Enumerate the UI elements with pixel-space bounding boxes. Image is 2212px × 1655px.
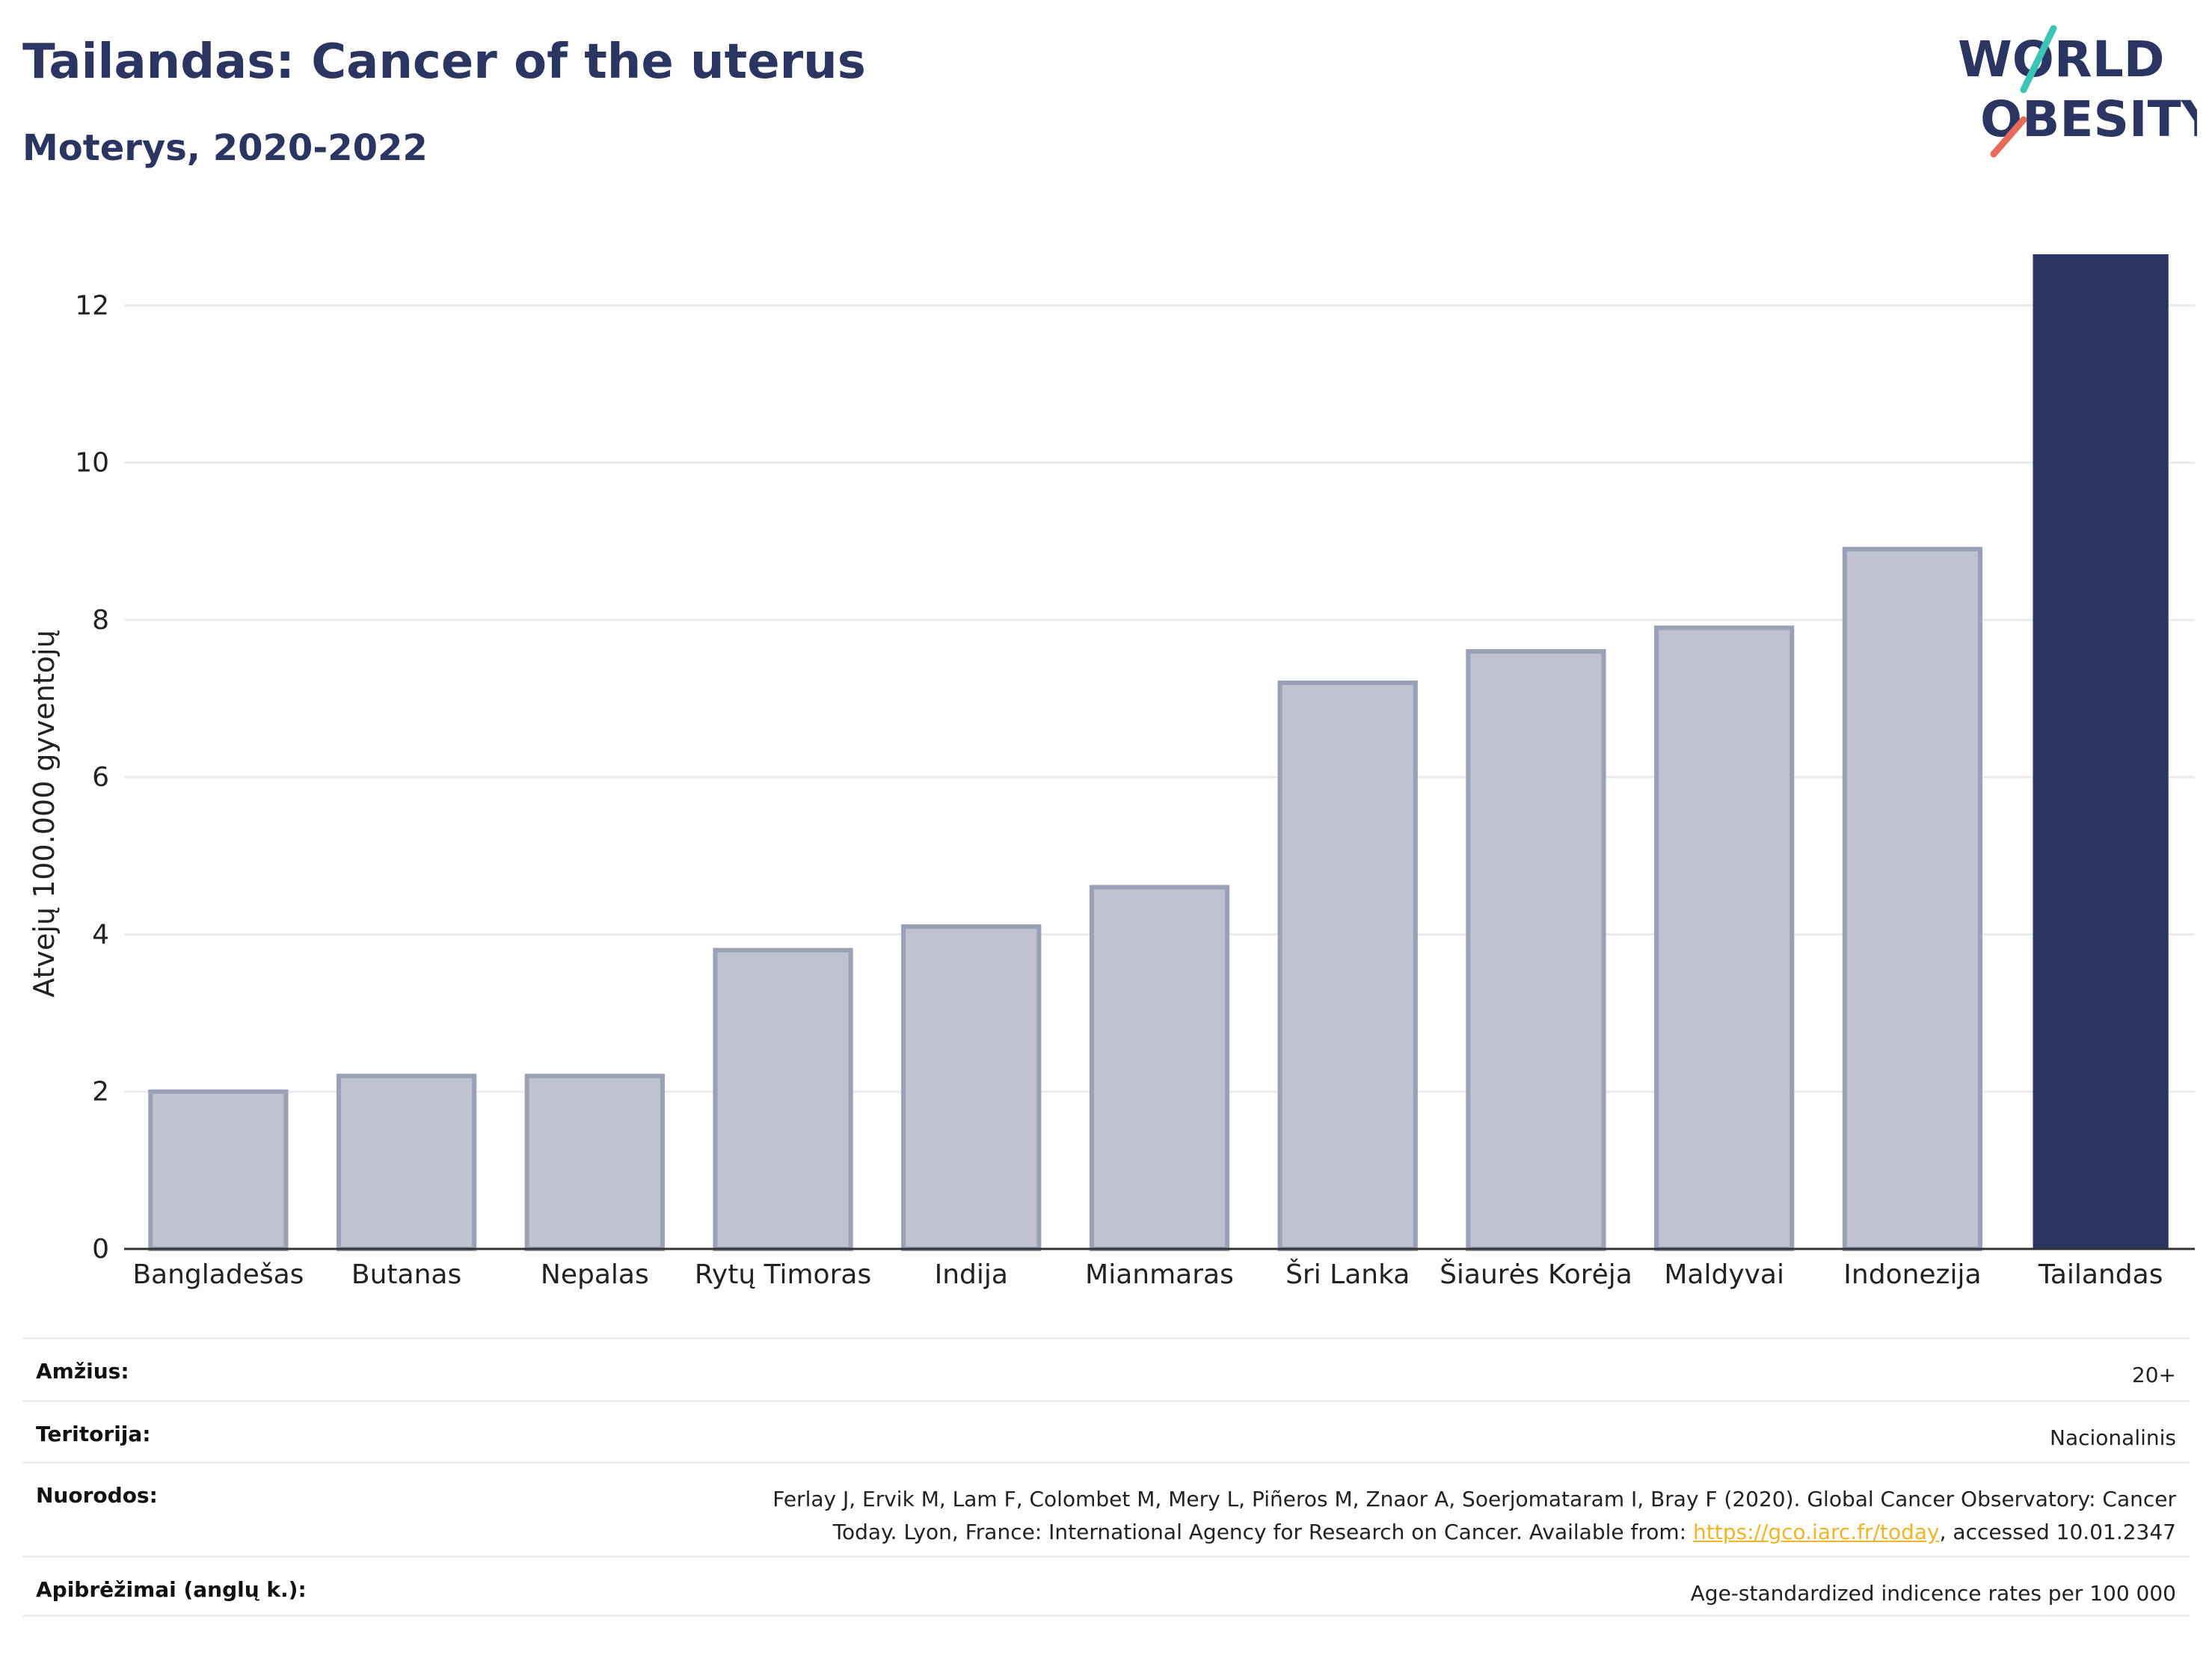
x-category-labels: Bangladešas Butanas Nepalas Rytų Timoras Ind… bbox=[132, 1259, 2163, 1290]
info-key-references: Nuorodos: bbox=[36, 1483, 158, 1508]
info-key-age: Amžius: bbox=[36, 1359, 129, 1384]
x-category-label: Šri Lanka bbox=[1285, 1259, 1410, 1290]
info-row-age: Amžius: 20+ bbox=[22, 1337, 2190, 1400]
x-category-label: Bangladešas bbox=[132, 1259, 304, 1290]
x-category-label: Indonezija bbox=[1843, 1259, 1981, 1290]
chart-subtitle: Moterys, 2020-2022 bbox=[22, 127, 428, 169]
y-tick-label: 8 bbox=[92, 605, 109, 636]
bar-Maldyvai bbox=[1654, 625, 1795, 1251]
y-axis-label: Atvejų 100.000 gyventojų bbox=[28, 630, 61, 997]
info-row-definitions: Apibrėžimai (anglų k.): Age-standardized… bbox=[22, 1556, 2190, 1617]
bar-Bangladešas bbox=[148, 1089, 289, 1251]
x-category-label: Indija bbox=[935, 1259, 1008, 1290]
y-tick-label: 6 bbox=[92, 762, 109, 793]
x-category-label: Maldyvai bbox=[1664, 1259, 1784, 1290]
world-obesity-logo: WORLD OBESITY bbox=[1958, 25, 2197, 158]
y-tick-label: 4 bbox=[92, 919, 109, 950]
info-value-territory: Nacionalinis bbox=[2050, 1425, 2176, 1450]
logo-text-world: WORLD bbox=[1958, 31, 2165, 88]
logo-slash-teal bbox=[2020, 25, 2057, 93]
bar-chart: 0 2 4 6 8 10 12 Bangladešas Butanas Nepalas Rytų … bbox=[28, 254, 2195, 1290]
logo-slash-red bbox=[1990, 116, 2027, 158]
bar-Indija bbox=[901, 924, 1042, 1252]
y-tick-label: 10 bbox=[75, 448, 109, 479]
bar-Tailandas bbox=[2033, 254, 2169, 1249]
info-key-territory: Teritorija: bbox=[36, 1422, 151, 1446]
bar-Rytų Timoras bbox=[713, 948, 853, 1252]
bar-Indonezija bbox=[1842, 547, 1983, 1251]
x-category-label: Mianmaras bbox=[1085, 1259, 1234, 1290]
bar-Butanas bbox=[336, 1073, 477, 1252]
chart-title: Tailandas: Cancer of the uterus bbox=[22, 34, 866, 90]
y-tick-label: 0 bbox=[92, 1234, 109, 1265]
x-category-label: Rytų Timoras bbox=[695, 1259, 871, 1290]
bar-Šri Lanka bbox=[1277, 681, 1418, 1251]
info-value-references: Ferlay J, Ervik M, Lam F, Colombet M, Me… bbox=[772, 1483, 2176, 1549]
logo-text-obesity: OBESITY bbox=[1980, 90, 2197, 148]
bars bbox=[148, 254, 2169, 1252]
x-category-label: Butanas bbox=[351, 1259, 461, 1290]
info-value-definitions: Age-standardized indicence rates per 100… bbox=[1690, 1581, 2176, 1606]
reference-accessed: , accessed 10.01.2347 bbox=[1939, 1520, 2176, 1544]
bar-Mianmaras bbox=[1089, 885, 1230, 1251]
x-category-label: Tailandas bbox=[2038, 1259, 2163, 1290]
reference-line-2: Today. Lyon, France: International Agenc… bbox=[832, 1520, 1693, 1544]
x-category-label: Šiaurės Korėja bbox=[1440, 1259, 1632, 1290]
bar-Nepalas bbox=[524, 1073, 665, 1252]
y-tick-labels: 0 2 4 6 8 10 12 bbox=[75, 290, 109, 1265]
info-table: Amžius: 20+ Teritorija: Nacionalinis Nuo… bbox=[22, 1337, 2190, 1617]
y-tick-label: 2 bbox=[92, 1077, 109, 1108]
bar-Šiaurės Korėja bbox=[1466, 648, 1606, 1251]
y-tick-label: 12 bbox=[75, 290, 109, 321]
reference-link[interactable]: https://gco.iarc.fr/today bbox=[1693, 1520, 1940, 1544]
reference-line-1: Ferlay J, Ervik M, Lam F, Colombet M, Me… bbox=[772, 1487, 2176, 1511]
info-row-territory: Teritorija: Nacionalinis bbox=[22, 1400, 2190, 1461]
info-value-age: 20+ bbox=[2131, 1363, 2176, 1387]
info-row-references: Nuorodos: Ferlay J, Ervik M, Lam F, Colo… bbox=[22, 1461, 2190, 1556]
info-key-definitions: Apibrėžimai (anglų k.): bbox=[36, 1577, 307, 1602]
x-category-label: Nepalas bbox=[541, 1259, 649, 1290]
